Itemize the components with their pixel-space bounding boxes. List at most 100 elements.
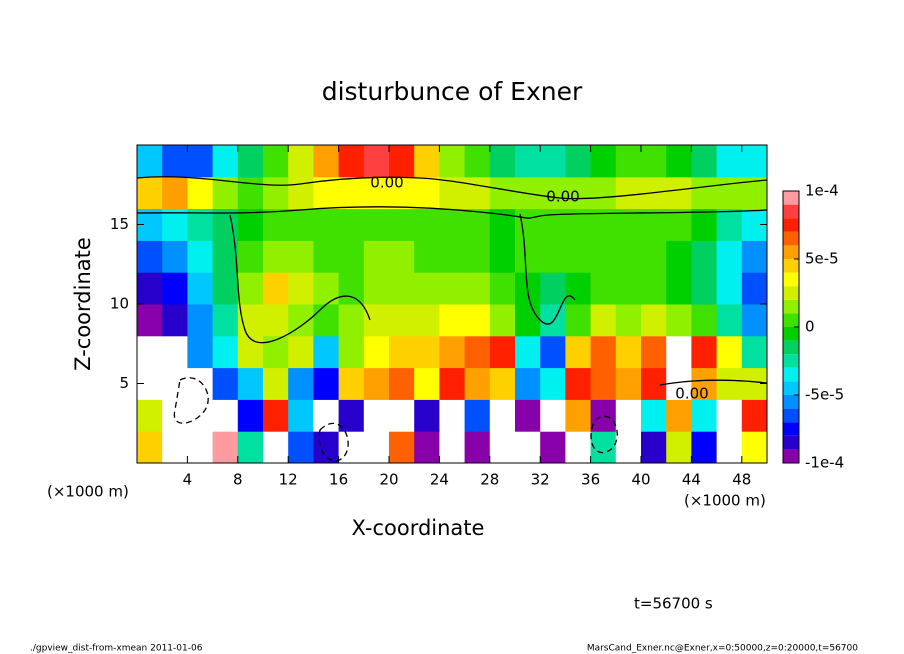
cell <box>313 145 340 178</box>
colorbar-swatch <box>783 299 799 314</box>
cell <box>439 304 466 337</box>
cell <box>515 431 541 464</box>
colorbar-tick-label: -1e-4 <box>805 454 844 472</box>
cell <box>741 399 768 432</box>
cell <box>641 240 667 273</box>
cell <box>666 304 692 337</box>
cell <box>162 304 188 337</box>
cell <box>237 399 264 432</box>
contour-line <box>659 379 768 386</box>
cell <box>565 304 592 337</box>
colorbar-swatch <box>783 191 799 205</box>
x-unit: (×1000 m) <box>684 492 766 510</box>
cell <box>540 176 566 210</box>
cell <box>615 208 642 241</box>
cell <box>389 208 415 241</box>
cell <box>338 145 365 178</box>
x-tick-label: 48 <box>732 471 751 489</box>
cell <box>263 208 289 241</box>
cell <box>313 240 340 273</box>
cell <box>439 431 466 464</box>
cell <box>741 335 768 369</box>
cell <box>137 304 163 337</box>
cell <box>641 304 667 337</box>
cell <box>288 399 314 432</box>
cell <box>464 335 491 369</box>
cell <box>565 399 592 432</box>
cell <box>741 272 768 305</box>
cell <box>162 145 188 178</box>
cell <box>389 176 415 210</box>
cell <box>439 208 466 241</box>
colorbar-swatch <box>783 435 799 450</box>
cell <box>590 272 617 305</box>
contour-label: 0.00 <box>370 174 403 192</box>
cell <box>187 367 214 400</box>
cell <box>187 208 214 241</box>
cell <box>590 367 617 400</box>
cell <box>389 145 415 178</box>
cell <box>666 208 692 241</box>
cell <box>666 399 692 432</box>
colorbar-swatch <box>783 340 799 355</box>
cell <box>414 176 440 210</box>
cell <box>439 399 466 432</box>
colorbar-swatch <box>783 381 799 395</box>
cell <box>464 304 491 337</box>
colorbar-tick-label: -5e-5 <box>805 386 844 404</box>
cell <box>212 304 239 337</box>
cell <box>515 367 541 400</box>
cell <box>666 431 692 464</box>
y-tick-label: 10 <box>110 295 129 313</box>
cell <box>489 176 516 210</box>
cell <box>615 304 642 337</box>
cell <box>641 335 667 369</box>
cell <box>212 399 239 432</box>
cell <box>212 335 239 369</box>
cell <box>540 240 566 273</box>
x-tick-label: 40 <box>631 471 650 489</box>
cell <box>263 367 289 400</box>
x-tick-label: 16 <box>329 471 348 489</box>
cell <box>288 208 314 241</box>
cell <box>641 272 667 305</box>
cell <box>212 145 239 178</box>
cell <box>641 399 667 432</box>
contour-label: 0.00 <box>675 385 708 403</box>
cell <box>338 335 365 369</box>
cell <box>515 240 541 273</box>
cell <box>162 399 188 432</box>
cell <box>716 431 743 464</box>
contour-line <box>229 213 576 344</box>
cell <box>263 176 289 210</box>
cell <box>389 272 415 305</box>
cell <box>137 240 163 273</box>
cell <box>439 335 466 369</box>
colorbar-swatch <box>783 367 799 382</box>
cell <box>414 145 440 178</box>
cell <box>540 431 566 464</box>
cell <box>237 176 264 210</box>
cell <box>363 176 390 210</box>
cell <box>691 272 718 305</box>
cell <box>313 431 340 464</box>
cell <box>666 272 692 305</box>
cell <box>565 431 592 464</box>
cell <box>716 176 743 210</box>
contour-lines <box>136 176 768 462</box>
cell <box>137 399 163 432</box>
cell <box>389 431 415 464</box>
chart-title: disturbunce of Exner <box>322 77 583 106</box>
cell <box>666 145 692 178</box>
cell <box>641 431 667 464</box>
cell <box>338 176 365 210</box>
x-tick-label: 20 <box>379 471 398 489</box>
colorbar-tick-label: 5e-5 <box>805 250 839 268</box>
cell <box>414 399 440 432</box>
cell <box>288 176 314 210</box>
time-label: t=56700 s <box>634 595 713 613</box>
cell <box>716 145 743 178</box>
contour-label: 0.00 <box>546 188 579 206</box>
cell <box>237 208 264 241</box>
y-tick-label: 5 <box>119 374 129 392</box>
